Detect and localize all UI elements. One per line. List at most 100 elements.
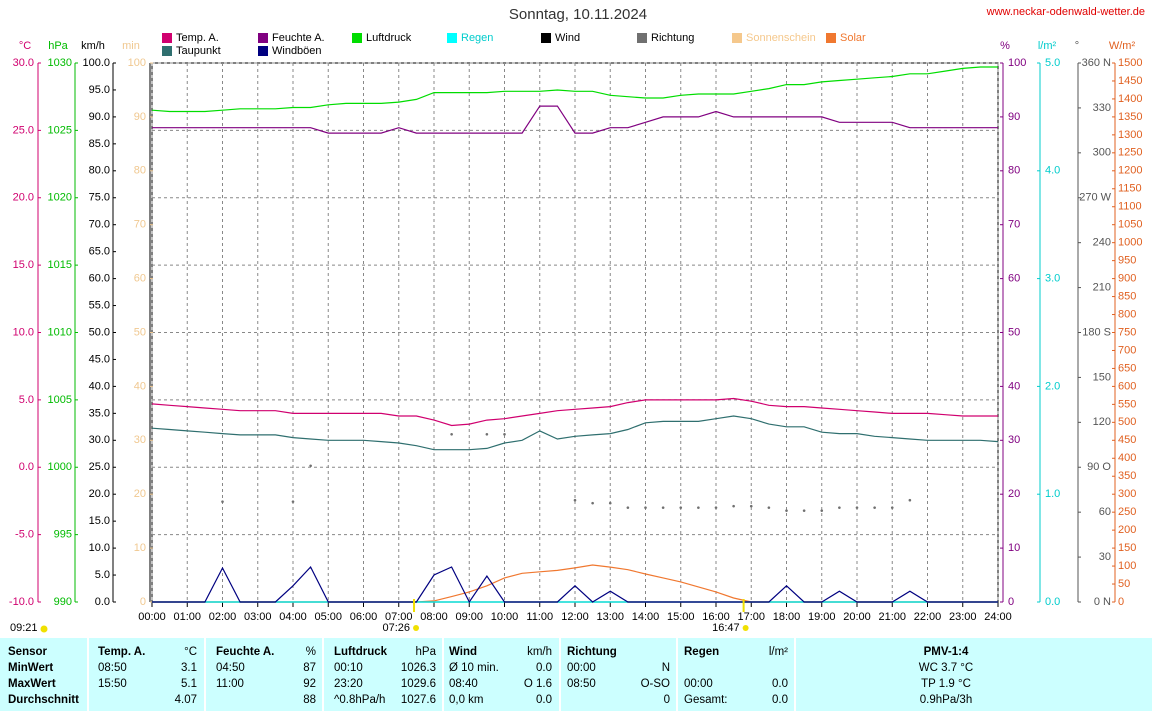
y-tick-label: 85.0 <box>89 138 110 150</box>
x-tick-label: 22:00 <box>914 611 942 623</box>
x-tick-label: 05:00 <box>314 611 342 623</box>
legend-label: Taupunkt <box>176 45 221 57</box>
y-tick-label: 1300 <box>1118 129 1142 141</box>
y-tick-label: 1050 <box>1118 219 1142 231</box>
y-tick-label: 25.0 <box>89 461 110 473</box>
y-tick-label: 45.0 <box>89 353 110 365</box>
y-tick-label: 550 <box>1118 398 1136 410</box>
table-cell: Gesamt: <box>684 694 727 706</box>
y-tick-label: 350 <box>1118 470 1136 482</box>
y-tick-label: 1020 <box>48 192 72 204</box>
y-tick-label: 0.0 <box>19 461 34 473</box>
y-tick-label: 5.0 <box>1045 57 1060 69</box>
y-tick-label: 10 <box>134 542 146 554</box>
table-cell: 1026.3 <box>401 662 436 674</box>
x-tick-label: 21:00 <box>878 611 906 623</box>
sun-time: 16:47 <box>712 622 740 634</box>
table-cell: 4.07 <box>175 694 197 706</box>
table-cell: 0.0 <box>772 694 788 706</box>
table-cell: 08:50 <box>98 662 127 674</box>
y-tick-label: 80 <box>134 165 146 177</box>
y-tick-label: 800 <box>1118 308 1136 320</box>
legend-swatch <box>732 33 742 43</box>
x-tick-label: 18:00 <box>773 611 801 623</box>
y-tick-label: 330 <box>1093 102 1111 114</box>
table-cell: 23:20 <box>334 678 363 690</box>
axis-unit: ° <box>1075 40 1079 52</box>
y-tick-label: 75.0 <box>89 192 110 204</box>
table-header: Sensor <box>8 646 48 658</box>
y-tick-label: 0 <box>140 596 146 608</box>
table-cell: 92 <box>303 678 316 690</box>
y-tick-label: 1450 <box>1118 75 1142 87</box>
y-tick-label: 80 <box>1008 165 1020 177</box>
table-header: PMV-1:4 <box>924 646 969 658</box>
y-tick-label: 40 <box>1008 380 1020 392</box>
y-tick-label: 15.0 <box>89 515 110 527</box>
y-tick-label: 0 N <box>1094 596 1111 608</box>
y-tick-label: 500 <box>1118 416 1136 428</box>
table-header: hPa <box>416 646 437 658</box>
table-cell: 08:40 <box>449 678 478 690</box>
y-tick-label: 850 <box>1118 290 1136 302</box>
series-line <box>152 105 998 134</box>
table-cell: 04:50 <box>216 662 245 674</box>
y-tick-label: 50 <box>1118 578 1130 590</box>
x-tick-label: 07:00 <box>385 611 413 623</box>
y-tick-label: 40 <box>134 380 146 392</box>
y-tick-label: 450 <box>1118 434 1136 446</box>
table-header: l/m² <box>769 646 788 658</box>
y-tick-label: 990 <box>54 596 72 608</box>
table-cell: 15:50 <box>98 678 127 690</box>
y-tick-label: 200 <box>1118 524 1136 536</box>
table-cell: TP 1.9 °C <box>921 678 971 690</box>
y-tick-label: 250 <box>1118 506 1136 518</box>
legend-label: Richtung <box>651 32 694 44</box>
y-tick-label: 30.0 <box>13 57 34 69</box>
y-tick-label: 180 S <box>1082 326 1111 338</box>
y-tick-label: 10 <box>1008 542 1020 554</box>
y-tick-label: 95.0 <box>89 84 110 96</box>
y-tick-label: 360 N <box>1082 57 1111 69</box>
y-tick-label: 50.0 <box>89 326 110 338</box>
y-tick-label: 210 <box>1093 281 1111 293</box>
x-tick-label: 09:00 <box>455 611 483 623</box>
y-tick-label: 65.0 <box>89 246 110 258</box>
y-tick-label: 60 <box>134 273 146 285</box>
table-cell: 88 <box>303 694 316 706</box>
y-tick-label: 50 <box>134 326 146 338</box>
direction-dot <box>714 506 718 509</box>
legend-swatch <box>352 33 362 43</box>
x-tick-label: 02:00 <box>209 611 237 623</box>
table-cell: 0,0 km <box>449 694 484 706</box>
table-header: % <box>306 646 316 658</box>
y-tick-label: 15.0 <box>13 259 34 271</box>
y-tick-label: -10.0 <box>9 596 34 608</box>
y-tick-label: 150 <box>1093 371 1111 383</box>
direction-dot <box>679 506 683 509</box>
y-tick-label: 90.0 <box>89 111 110 123</box>
x-tick-label: 03:00 <box>244 611 272 623</box>
legend-label: Regen <box>461 32 493 44</box>
table-header: Luftdruck <box>334 646 388 658</box>
y-tick-label: 1010 <box>48 326 72 338</box>
y-tick-label: 10.0 <box>89 542 110 554</box>
y-tick-label: 950 <box>1118 255 1136 267</box>
y-tick-label: 600 <box>1118 380 1136 392</box>
y-tick-label: 20.0 <box>13 192 34 204</box>
legend-swatch <box>162 46 172 56</box>
table-separators <box>87 638 796 711</box>
legend-swatch <box>541 33 551 43</box>
table-cell: 0.9hPa/3h <box>920 694 972 706</box>
y-tick-label: 100.0 <box>82 57 110 69</box>
x-tick-label: 16:00 <box>702 611 730 623</box>
y-tick-label: 240 <box>1093 237 1111 249</box>
axis-unit: % <box>1000 40 1010 52</box>
direction-dot <box>820 509 824 512</box>
x-tick-label: 04:00 <box>279 611 307 623</box>
direction-dot <box>785 509 788 512</box>
y-tick-label: 20 <box>1008 488 1020 500</box>
axis-unit: km/h <box>81 40 105 52</box>
table-header: Richtung <box>567 646 617 658</box>
